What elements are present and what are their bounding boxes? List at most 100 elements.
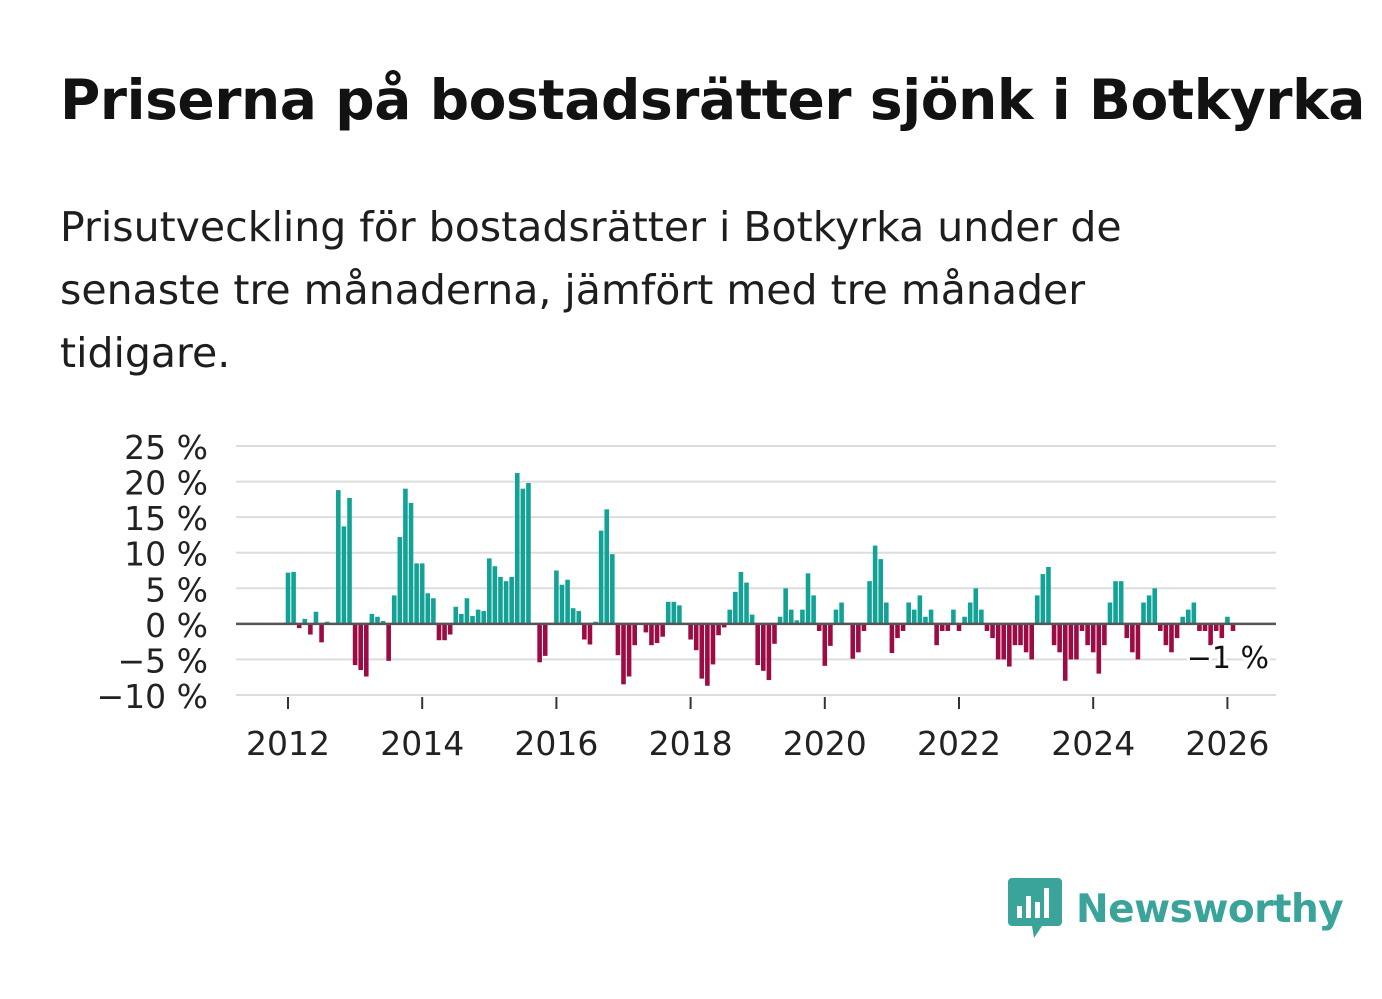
bar bbox=[475, 609, 481, 624]
bar bbox=[498, 576, 503, 624]
bar bbox=[1029, 623, 1034, 660]
x-tick-label: 2024 bbox=[1051, 724, 1135, 763]
bar bbox=[1001, 623, 1007, 660]
bar bbox=[542, 623, 548, 656]
bar bbox=[587, 623, 593, 645]
bar bbox=[570, 608, 576, 624]
bar bbox=[1113, 581, 1118, 624]
bar bbox=[677, 605, 682, 624]
bar bbox=[984, 623, 990, 631]
bar bbox=[1102, 623, 1107, 646]
bar bbox=[375, 616, 380, 624]
annotations: −1 % bbox=[1184, 638, 1272, 679]
bar bbox=[1096, 623, 1102, 674]
bar bbox=[514, 473, 520, 624]
bar bbox=[431, 598, 436, 624]
bar bbox=[296, 623, 302, 629]
y-tick-label: 0 % bbox=[145, 606, 208, 645]
bar bbox=[559, 584, 565, 624]
bar bbox=[861, 623, 867, 631]
bar bbox=[839, 602, 844, 624]
x-tick-label: 2020 bbox=[783, 724, 867, 763]
bar bbox=[1202, 623, 1208, 631]
bar bbox=[1107, 602, 1113, 624]
bar bbox=[721, 623, 727, 628]
bar bbox=[403, 488, 408, 624]
brand: Newsworthy bbox=[1008, 876, 1344, 942]
bar bbox=[1130, 623, 1135, 653]
bar bbox=[973, 588, 979, 624]
bar bbox=[503, 581, 509, 624]
bar bbox=[582, 623, 587, 640]
bar bbox=[391, 595, 397, 624]
bar bbox=[1152, 588, 1158, 624]
bar bbox=[1141, 602, 1146, 624]
bar bbox=[1012, 623, 1018, 646]
bar bbox=[788, 609, 794, 624]
y-tick-label: 10 % bbox=[124, 535, 208, 574]
bar bbox=[436, 623, 442, 641]
bar bbox=[442, 623, 447, 641]
bar bbox=[1185, 609, 1191, 624]
bar bbox=[1191, 602, 1197, 624]
bar bbox=[856, 623, 861, 653]
bar bbox=[408, 502, 414, 624]
bar bbox=[872, 545, 878, 624]
bar bbox=[453, 606, 459, 624]
bar bbox=[352, 623, 358, 666]
bar bbox=[800, 609, 805, 624]
y-tick-label: 15 % bbox=[124, 499, 208, 538]
bar bbox=[705, 623, 710, 686]
bar bbox=[777, 616, 783, 624]
y-tick-label: 25 % bbox=[124, 428, 208, 467]
bar bbox=[1079, 623, 1085, 631]
bar bbox=[649, 623, 654, 646]
bar bbox=[1023, 623, 1029, 653]
bar bbox=[660, 623, 665, 637]
bar bbox=[1219, 623, 1225, 639]
y-tick-label: −5 % bbox=[118, 641, 209, 680]
bar bbox=[945, 623, 951, 631]
x-tick-label: 2016 bbox=[514, 724, 598, 763]
bar bbox=[610, 554, 615, 624]
bar bbox=[928, 609, 934, 624]
y-tick-label: 5 % bbox=[145, 570, 208, 609]
bar bbox=[911, 609, 917, 624]
bar bbox=[934, 623, 939, 646]
bar bbox=[733, 591, 738, 624]
bar bbox=[509, 576, 514, 624]
bar bbox=[1051, 623, 1057, 646]
bar bbox=[727, 609, 733, 624]
bar bbox=[1169, 623, 1174, 653]
bar bbox=[1040, 574, 1046, 624]
bar bbox=[386, 623, 391, 661]
bar bbox=[285, 572, 291, 624]
bar bbox=[967, 602, 973, 624]
bar bbox=[308, 623, 313, 635]
bar bbox=[772, 623, 777, 644]
bar bbox=[419, 563, 425, 624]
bar bbox=[1124, 623, 1130, 639]
bar bbox=[1213, 623, 1219, 631]
bar bbox=[805, 573, 811, 624]
bar bbox=[1090, 623, 1096, 653]
bar bbox=[347, 497, 352, 624]
x-tick-label: 2018 bbox=[649, 724, 733, 763]
bar bbox=[816, 623, 822, 631]
bar bbox=[1046, 566, 1051, 624]
bar bbox=[481, 611, 487, 624]
bar bbox=[470, 616, 475, 624]
bar bbox=[671, 601, 677, 624]
bar bbox=[1118, 581, 1124, 624]
bar bbox=[811, 595, 816, 624]
bar bbox=[492, 566, 498, 624]
bar bbox=[867, 581, 872, 624]
bar bbox=[1208, 623, 1213, 646]
bars bbox=[236, 473, 1276, 686]
bar bbox=[1085, 623, 1090, 646]
bar bbox=[917, 595, 923, 624]
bar bbox=[699, 623, 705, 679]
bar bbox=[761, 623, 766, 671]
y-tick-label: −10 % bbox=[97, 677, 209, 716]
